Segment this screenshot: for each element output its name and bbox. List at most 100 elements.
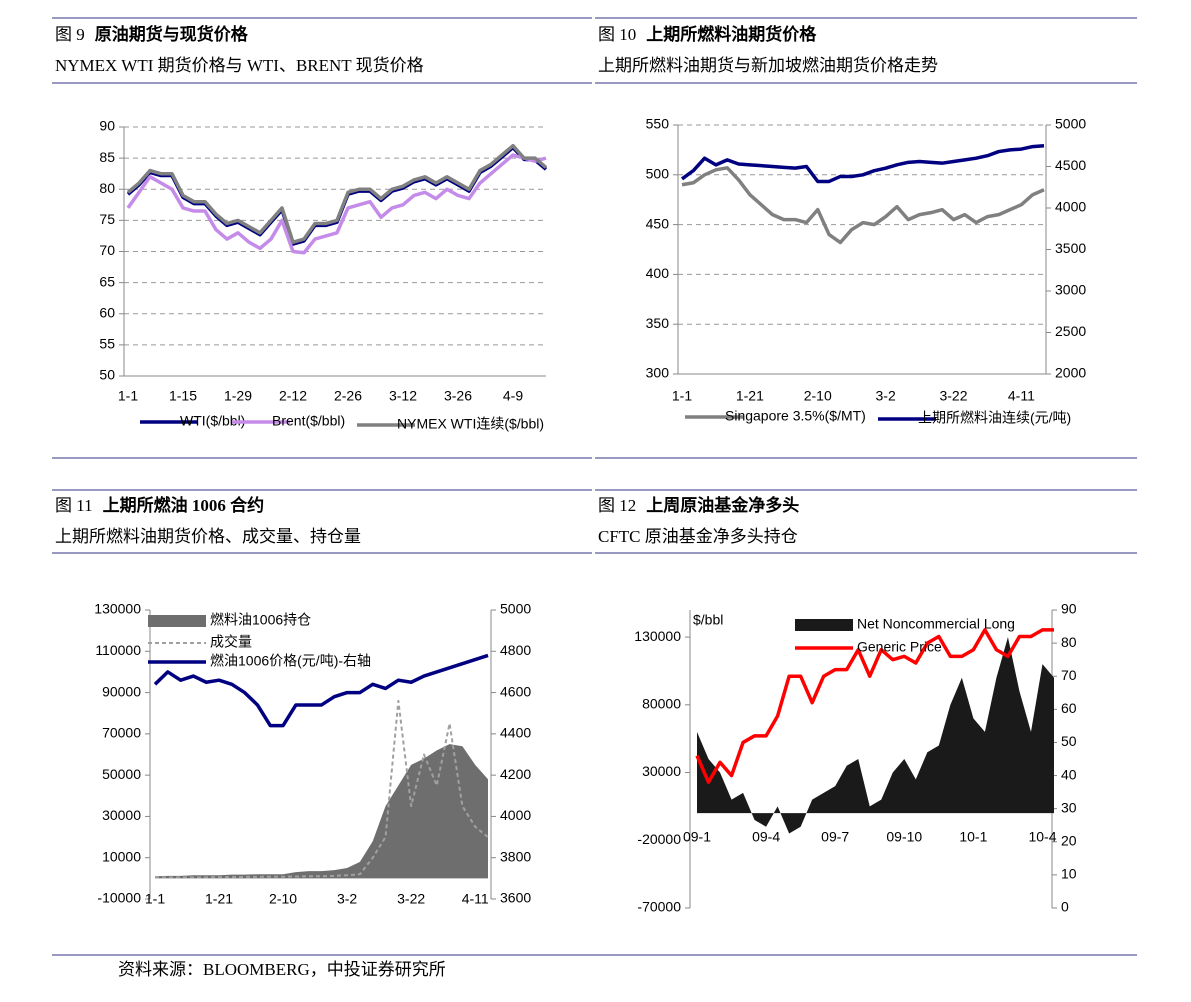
y2-tick-label: 40	[1061, 766, 1077, 782]
y2-tick-label: 4400	[500, 725, 531, 741]
x-tick-label: 1-15	[169, 388, 197, 404]
y-tick-label: -70000	[637, 899, 681, 915]
y-tick-label: 85	[99, 149, 115, 165]
y-tick-label: 90000	[102, 683, 141, 699]
x-tick-label: 1-1	[118, 388, 138, 404]
legend-label: WTI($/bbl)	[180, 413, 245, 429]
x-tick-label: 3-2	[876, 388, 896, 404]
x-tick-label: 3-12	[389, 388, 417, 404]
x-tick-label: 1-1	[672, 388, 692, 404]
y2-tick-label: 4000	[500, 807, 531, 823]
y-tick-label: 550	[646, 116, 670, 132]
x-tick-label: 09-4	[752, 829, 780, 845]
figure-number: 图 12	[598, 496, 636, 515]
y2-tick-label: 2000	[1055, 365, 1086, 381]
x-tick-label: 1-21	[736, 388, 764, 404]
legend-swatch	[795, 619, 853, 631]
area	[697, 637, 1054, 834]
x-tick-label: 09-10	[886, 829, 922, 845]
figure-subtitle: CFTC 原油基金净多头持仓	[598, 527, 798, 546]
figure-title: 上期所燃料油期货价格	[646, 24, 817, 44]
line	[155, 699, 489, 879]
y-tick-label: 130000	[94, 601, 141, 617]
legend-label: Net Noncommercial Long	[857, 616, 1015, 632]
line	[126, 143, 548, 244]
y2-tick-label: 80	[1061, 634, 1077, 650]
legend-label: 燃油1006价格(元/吨)-右轴	[210, 653, 371, 669]
area	[155, 744, 488, 879]
y-tick-label: 30000	[102, 807, 141, 823]
y2-tick-label: 50	[1061, 733, 1077, 749]
y-tick-label: -20000	[637, 831, 681, 847]
x-tick-label: 4-11	[1008, 388, 1035, 404]
x-tick-label: 1-1	[145, 891, 165, 907]
y2-tick-label: 4200	[500, 766, 531, 782]
figure-subtitle: NYMEX WTI 期货价格与 WTI、BRENT 现货价格	[55, 56, 424, 75]
y-tick-label: 50	[99, 367, 115, 383]
y-tick-label: 30000	[642, 763, 681, 779]
y2-tick-label: 4800	[500, 642, 531, 658]
legend-label: 成交量	[210, 634, 252, 650]
figure-subtitle: 上期所燃料油期货与新加坡燃油期货价格走势	[598, 56, 938, 75]
y-tick-label: 55	[99, 336, 115, 352]
line	[153, 653, 489, 728]
y2-tick-label: 70	[1061, 667, 1077, 683]
x-tick-label: 2-12	[279, 388, 307, 404]
y2-tick-label: 2500	[1055, 323, 1086, 339]
figure-title: 上周原油基金净多头	[646, 495, 799, 515]
x-tick-label: 4-9	[503, 388, 523, 404]
x-tick-label: 2-10	[804, 388, 832, 404]
y-tick-label: 300	[646, 365, 670, 381]
y2-tick-label: 4000	[1055, 199, 1086, 215]
y2-tick-label: 3000	[1055, 282, 1086, 298]
y-tick-label: 50000	[102, 766, 141, 782]
x-tick-label: 2-26	[334, 388, 362, 404]
line	[680, 144, 1045, 184]
legend-label: 燃料油1006持仓	[210, 612, 311, 628]
rules	[52, 17, 1137, 956]
y-tick-label: 80000	[642, 696, 681, 712]
x-tick-label: 3-22	[397, 891, 425, 907]
x-tick-label: 3-22	[939, 388, 967, 404]
y2-tick-label: 3800	[500, 848, 531, 864]
y-tick-label: 90	[99, 118, 115, 134]
y-tick-label: 70000	[102, 725, 141, 741]
y-tick-label: 500	[646, 166, 670, 182]
legend-label: 上期所燃料油连续(元/吨)	[918, 410, 1071, 426]
y2-tick-label: 4500	[1055, 157, 1086, 173]
y2-tick-label: 90	[1061, 601, 1077, 617]
y2-tick-label: 5000	[1055, 116, 1086, 132]
y-tick-label: 60	[99, 304, 115, 320]
figure-subtitle: 上期所燃料油期货价格、成交量、持仓量	[55, 527, 361, 546]
y2-tick-label: 5000	[500, 601, 531, 617]
y-tick-label: 110000	[95, 642, 141, 658]
y-tick-label: 450	[646, 215, 670, 231]
x-tick-label: 3-26	[444, 388, 472, 404]
y-tick-label: 130000	[634, 628, 681, 644]
legend-label: Brent($/bbl)	[272, 413, 345, 429]
y-tick-label: 65	[99, 273, 115, 289]
x-tick-label: 09-7	[821, 829, 849, 845]
y-tick-label: 75	[99, 211, 115, 227]
y-tick-label: 70	[99, 242, 115, 258]
x-tick-label: 10-4	[1028, 829, 1056, 845]
line	[681, 166, 1045, 245]
y-tick-label: 10000	[102, 848, 141, 864]
y2-tick-label: 30	[1061, 799, 1077, 815]
y-tick-label: 80	[99, 180, 115, 196]
figure-title: 上期所燃油 1006 合约	[103, 495, 265, 515]
legend-swatch	[148, 615, 206, 627]
y2-tick-label: 60	[1061, 700, 1077, 716]
y2-tick-label: 4600	[500, 683, 531, 699]
x-tick-label: 09-1	[683, 829, 711, 845]
legend-label: Singapore 3.5%($/MT)	[725, 408, 866, 424]
x-tick-label: 2-10	[269, 891, 297, 907]
line	[126, 153, 547, 255]
legend-label: NYMEX WTI连续($/bbl)	[397, 416, 544, 432]
y-tick-label: 350	[646, 315, 670, 331]
y2-tick-label: 20	[1061, 832, 1077, 848]
y2-tick-label: 3500	[1055, 240, 1086, 256]
x-tick-label: 1-29	[224, 388, 252, 404]
figure-number: 图 10	[598, 25, 636, 44]
